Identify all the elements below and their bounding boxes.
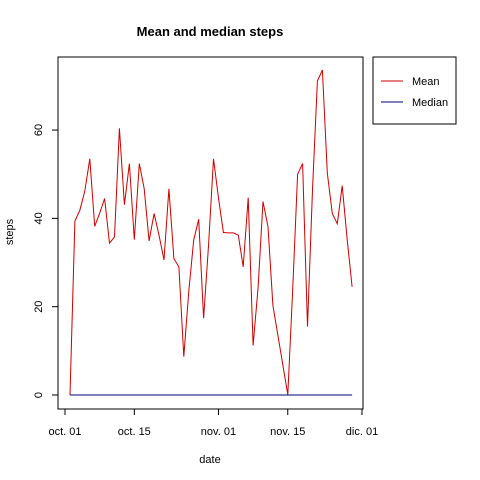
- legend-label-median: Median: [412, 97, 448, 109]
- legend: Mean Median: [372, 56, 457, 125]
- legend-box: [372, 56, 457, 125]
- x-tick-label: oct. 01: [48, 426, 81, 438]
- y-axis: 0 20 40 60: [33, 124, 59, 398]
- x-tick-label: oct. 15: [118, 426, 151, 438]
- y-tick-label: 40: [33, 212, 45, 224]
- y-tick-label: 0: [33, 392, 45, 398]
- series-layer: [69, 69, 353, 396]
- x-axis: oct. 01 oct. 15 nov. 01 nov. 15 dic. 01: [48, 408, 378, 438]
- legend-label-mean: Mean: [412, 76, 440, 88]
- y-axis-label: steps: [4, 218, 16, 245]
- x-tick-label: dic. 01: [346, 426, 378, 438]
- x-tick-label: nov. 15: [270, 426, 305, 438]
- plot-frame: [57, 56, 364, 410]
- x-axis-label: date: [199, 454, 220, 466]
- series-line-mean: [69, 69, 353, 396]
- chart-title: Mean and median steps: [137, 24, 284, 39]
- x-tick-label: nov. 01: [201, 426, 236, 438]
- y-tick-label: 60: [33, 124, 45, 136]
- y-tick-label: 20: [33, 301, 45, 313]
